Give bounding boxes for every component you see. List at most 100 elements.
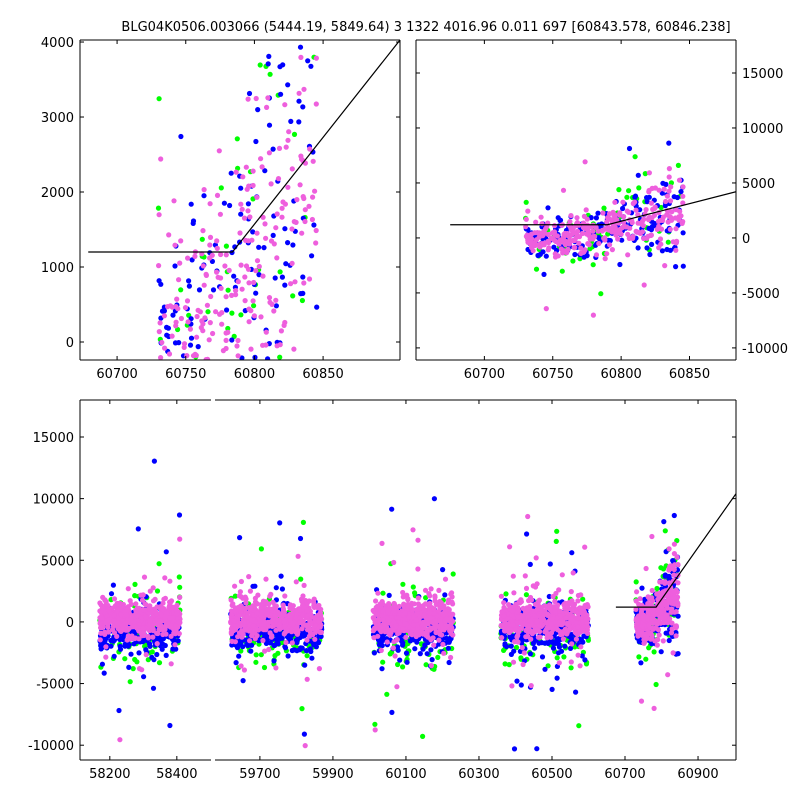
data-point-blue: [300, 104, 306, 110]
data-point-pink: [273, 297, 279, 303]
data-point-blue: [282, 282, 288, 288]
data-point-green: [156, 660, 163, 666]
data-point-green: [122, 656, 128, 662]
data-point-pink: [406, 614, 412, 620]
data-point-pink: [569, 606, 575, 612]
data-point-pink: [184, 353, 190, 359]
data-point-pink: [111, 596, 118, 602]
data-point-pink: [207, 320, 213, 326]
data-point-blue: [518, 682, 524, 688]
data-point-pink: [575, 624, 581, 630]
data-point-pink: [192, 351, 198, 357]
data-point-blue: [101, 670, 107, 676]
data-point-green: [232, 593, 238, 599]
data-point-blue: [255, 107, 261, 113]
data-point-pink: [217, 311, 223, 317]
data-point-pink: [240, 631, 246, 637]
data-point-blue: [596, 235, 602, 241]
data-point-pink: [431, 606, 437, 612]
data-point-pink: [214, 192, 221, 198]
data-point-pink: [671, 551, 678, 557]
data-point-blue: [108, 643, 114, 649]
data-point-pink: [247, 588, 253, 594]
data-point-pink: [299, 230, 305, 236]
data-point-pink: [239, 286, 245, 292]
data-point-pink: [238, 663, 244, 669]
data-point-green: [149, 649, 155, 655]
x-tick-label: 58200: [89, 767, 130, 782]
data-point-pink: [226, 267, 232, 273]
data-point-pink: [238, 594, 244, 600]
data-point-pink: [289, 640, 295, 646]
data-point-pink: [380, 617, 386, 623]
data-point-pink: [162, 595, 168, 601]
data-point-blue: [277, 64, 283, 70]
data-point-pink: [373, 598, 379, 604]
data-point-blue: [291, 647, 297, 653]
data-point-pink: [525, 633, 531, 640]
data-point-pink: [118, 612, 124, 618]
data-point-green: [127, 679, 133, 685]
data-point-pink: [664, 193, 671, 199]
data-point-blue: [186, 283, 192, 289]
data-point-blue: [266, 53, 272, 60]
data-point-blue: [245, 642, 251, 648]
data-point-pink: [253, 95, 259, 102]
data-point-pink: [273, 627, 279, 633]
data-point-pink: [528, 683, 534, 689]
data-point-pink: [575, 598, 581, 604]
data-point-green: [570, 258, 576, 264]
data-point-blue: [297, 44, 304, 50]
data-point-pink: [655, 218, 662, 224]
data-point-blue: [659, 248, 666, 254]
data-point-pink: [243, 263, 250, 269]
data-point-green: [545, 663, 551, 669]
data-point-blue: [661, 519, 667, 525]
data-point-pink: [564, 610, 570, 616]
data-point-pink: [162, 345, 168, 351]
data-point-pink: [145, 635, 151, 641]
data-point-blue: [265, 356, 271, 360]
data-point-pink: [386, 606, 392, 612]
data-point-pink: [274, 343, 280, 349]
data-point-pink: [313, 240, 319, 246]
data-point-pink: [297, 182, 303, 188]
data-point-pink: [449, 599, 455, 605]
data-point-pink: [139, 667, 145, 673]
data-point-pink: [200, 263, 206, 269]
data-point-pink: [114, 633, 120, 640]
data-point-pink: [431, 642, 437, 648]
data-point-pink: [421, 607, 427, 613]
data-point-blue: [648, 227, 655, 233]
data-point-pink: [218, 285, 224, 291]
data-point-blue: [666, 637, 672, 644]
data-point-pink: [242, 605, 248, 611]
data-point-pink: [266, 295, 273, 301]
data-point-pink: [294, 197, 300, 203]
data-point-pink: [176, 277, 182, 283]
data-point-pink: [432, 618, 438, 624]
data-point-pink: [133, 601, 139, 607]
data-point-pink: [220, 348, 226, 354]
data-point-blue: [111, 653, 117, 659]
data-point-pink: [229, 292, 235, 298]
data-point-pink: [534, 619, 540, 625]
data-point-pink: [300, 603, 306, 609]
data-point-blue: [188, 335, 195, 341]
data-point-blue: [270, 146, 276, 152]
data-point-blue: [539, 654, 546, 660]
data-point-blue: [189, 257, 195, 263]
data-point-pink: [539, 241, 545, 247]
data-point-pink: [545, 231, 552, 238]
data-point-blue: [285, 240, 291, 246]
data-point-pink: [427, 593, 433, 599]
data-point-pink: [523, 585, 530, 592]
data-point-green: [580, 596, 586, 602]
data-point-pink: [404, 602, 410, 608]
y-tick-label: 0: [66, 336, 74, 351]
data-point-pink: [266, 623, 272, 629]
data-point-pink: [308, 612, 314, 618]
data-point-blue: [248, 648, 254, 654]
data-point-pink: [673, 207, 679, 213]
data-point-blue: [274, 637, 280, 643]
